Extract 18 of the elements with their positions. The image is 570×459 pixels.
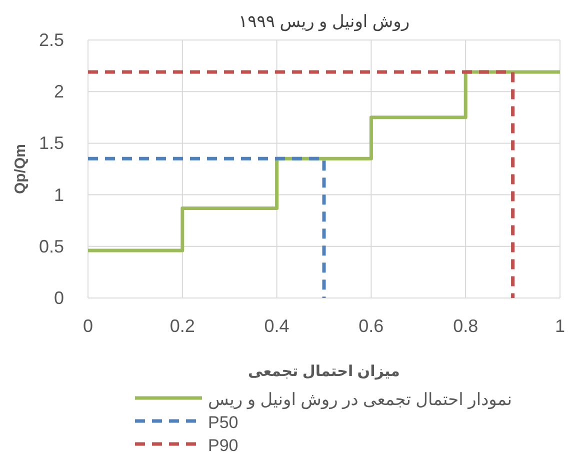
y-tick-label: 1: [54, 184, 64, 205]
x-tick-label: 0.2: [170, 316, 195, 336]
y-tick-label: 0: [54, 288, 64, 308]
x-tick-label: 0.6: [358, 316, 384, 336]
x-tick-label: 0.4: [264, 316, 290, 336]
x-axis-title: میزان احتمال تجمعی: [248, 363, 400, 380]
y-tick-label: 0.5: [38, 236, 64, 256]
legend-label: نمودار احتمال تجمعی در روش اونیل و ریس: [208, 390, 512, 410]
legend-label: P90: [208, 436, 238, 455]
y-tick-label: 1.5: [38, 133, 64, 154]
y-tick-label: 2.5: [38, 30, 64, 50]
y-axis-title: Qp/Qm: [12, 144, 29, 194]
y-tick-label: 2: [54, 82, 64, 102]
legend-label: P50: [208, 413, 238, 432]
x-tick-label: 0: [82, 316, 94, 336]
x-tick-label: 0.8: [453, 316, 478, 336]
x-tick-label: 1: [554, 316, 566, 336]
chart-title: روش اونیل و ریس ۱۹۹۹: [238, 12, 410, 32]
